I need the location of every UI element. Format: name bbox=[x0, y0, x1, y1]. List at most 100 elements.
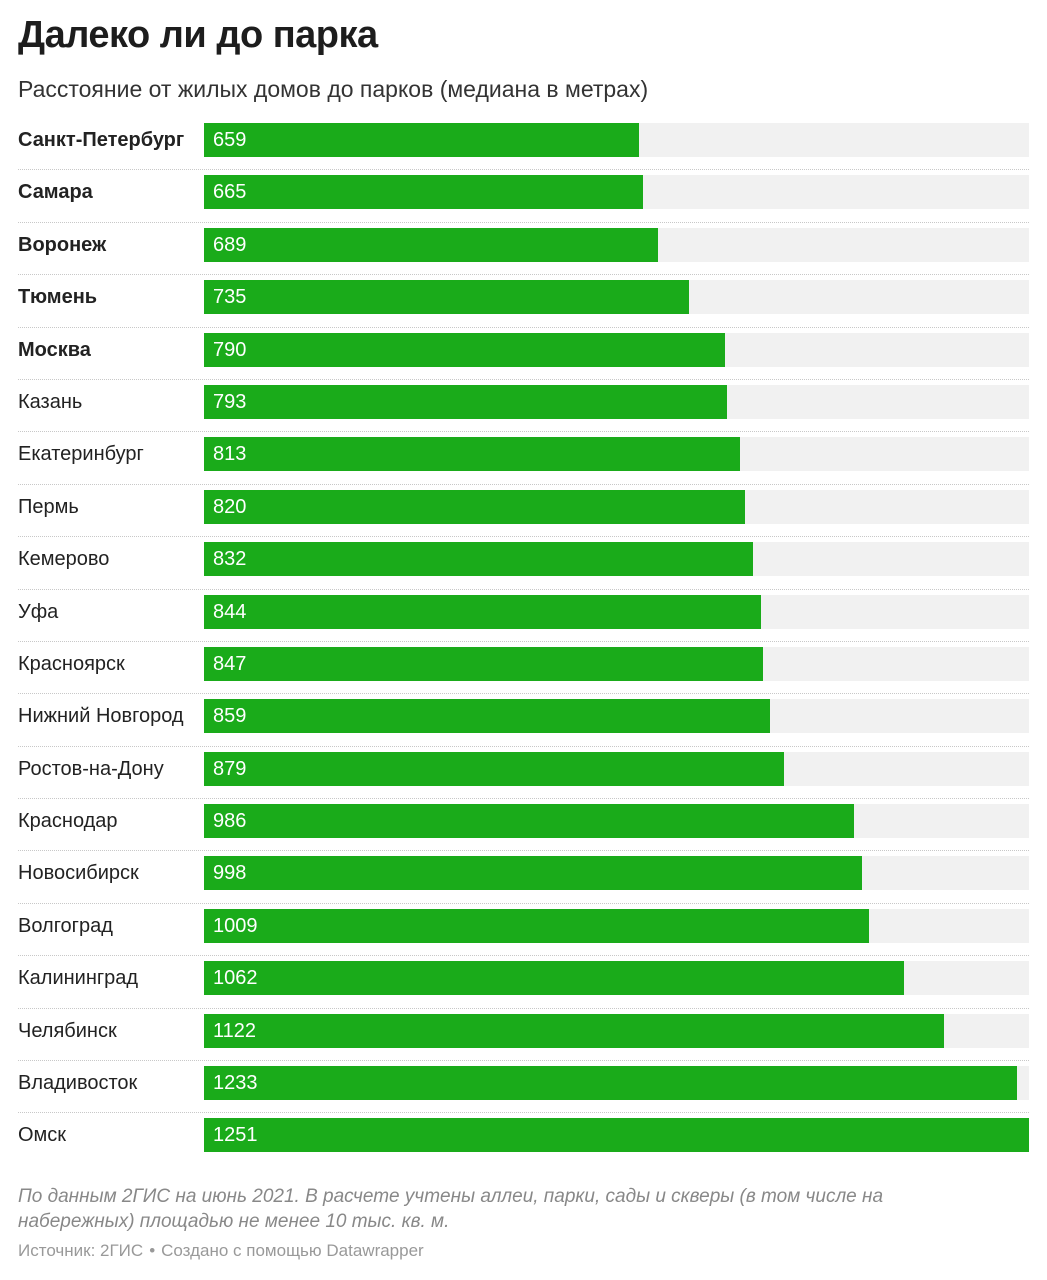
bar-track: 665 bbox=[204, 175, 1029, 210]
category-label: Челябинск bbox=[18, 1019, 117, 1042]
row-divider bbox=[18, 693, 1029, 695]
bar: 1122 bbox=[204, 1013, 944, 1048]
bar-track: 659 bbox=[204, 123, 1029, 157]
chart-row: Екатеринбург 813 bbox=[0, 432, 1047, 485]
value-label: 859 bbox=[213, 705, 247, 728]
value-label: 1251 bbox=[213, 1124, 258, 1147]
bar: 790 bbox=[204, 332, 725, 367]
category-label: Владивосток bbox=[18, 1072, 138, 1095]
bar-track: 847 bbox=[204, 646, 1029, 681]
category-label: Казань bbox=[18, 390, 83, 413]
row-divider bbox=[18, 326, 1029, 328]
row-divider bbox=[18, 955, 1029, 957]
bar: 847 bbox=[204, 646, 763, 681]
value-label: 689 bbox=[213, 233, 247, 256]
bar-track: 844 bbox=[204, 594, 1029, 629]
chart-title: Далеко ли до парка bbox=[18, 14, 378, 56]
chart-row: Красноярск 847 bbox=[0, 642, 1047, 695]
row-divider bbox=[18, 640, 1029, 642]
row-divider bbox=[18, 798, 1029, 800]
row-divider bbox=[18, 378, 1029, 380]
row-divider bbox=[18, 1060, 1029, 1062]
chart-row: Новосибирск 998 bbox=[0, 851, 1047, 904]
chart-row: Самара 665 bbox=[0, 170, 1047, 223]
chart-row: Владивосток 1233 bbox=[0, 1061, 1047, 1114]
bar-track: 813 bbox=[204, 437, 1029, 472]
bar: 689 bbox=[204, 227, 659, 262]
category-label: Калининград bbox=[18, 967, 139, 990]
credit-link[interactable]: Создано с помощью Datawrapper bbox=[161, 1241, 424, 1260]
value-label: 820 bbox=[213, 495, 247, 518]
bar-track: 1062 bbox=[204, 961, 1029, 996]
bar: 879 bbox=[204, 751, 784, 786]
row-divider bbox=[18, 221, 1029, 223]
category-label: Уфа bbox=[18, 600, 59, 623]
category-label: Пермь bbox=[18, 495, 79, 518]
value-label: 1062 bbox=[213, 967, 258, 990]
bar-track: 1122 bbox=[204, 1013, 1029, 1048]
value-label: 813 bbox=[213, 443, 247, 466]
chart-row: Ростов-на-Дону 879 bbox=[0, 747, 1047, 800]
bar-track: 986 bbox=[204, 804, 1029, 839]
bar-track: 790 bbox=[204, 332, 1029, 367]
value-label: 1009 bbox=[213, 914, 258, 937]
value-label: 844 bbox=[213, 600, 247, 623]
bar: 998 bbox=[204, 856, 863, 891]
bar: 1233 bbox=[204, 1066, 1018, 1101]
value-label: 790 bbox=[213, 338, 247, 361]
row-divider bbox=[18, 850, 1029, 852]
chart-row: Казань 793 bbox=[0, 380, 1047, 433]
category-label: Нижний Новгород bbox=[18, 705, 184, 728]
category-label: Екатеринбург bbox=[18, 443, 144, 466]
bar-track: 1009 bbox=[204, 908, 1029, 943]
chart-row: Краснодар 986 bbox=[0, 799, 1047, 852]
bar-track: 820 bbox=[204, 489, 1029, 524]
chart-subtitle: Расстояние от жилых домов до парков (мед… bbox=[18, 76, 649, 102]
value-label: 659 bbox=[213, 129, 247, 151]
row-divider bbox=[18, 431, 1029, 433]
value-label: 986 bbox=[213, 810, 247, 833]
value-label: 665 bbox=[213, 181, 247, 204]
bar: 659 bbox=[204, 123, 639, 157]
value-label: 879 bbox=[213, 757, 247, 780]
category-label: Краснодар bbox=[18, 810, 118, 833]
category-label: Волгоград bbox=[18, 914, 113, 937]
category-label: Санкт-Петербург bbox=[18, 129, 185, 151]
bar: 1062 bbox=[204, 961, 905, 996]
category-label: Воронеж bbox=[18, 233, 107, 256]
category-label: Ростов-на-Дону bbox=[18, 757, 164, 780]
bar-track: 879 bbox=[204, 751, 1029, 786]
category-label: Самара bbox=[18, 181, 93, 204]
chart-row: Пермь 820 bbox=[0, 485, 1047, 538]
bar: 820 bbox=[204, 489, 745, 524]
bar-track: 1251 bbox=[204, 1118, 1029, 1153]
bar-track: 832 bbox=[204, 542, 1029, 577]
category-label: Кемерово bbox=[18, 548, 110, 571]
chart-row: Воронеж 689 bbox=[0, 223, 1047, 276]
bar-track: 859 bbox=[204, 699, 1029, 734]
row-divider bbox=[18, 902, 1029, 904]
bar: 986 bbox=[204, 804, 855, 839]
bar: 1251 bbox=[204, 1118, 1029, 1153]
bar: 813 bbox=[204, 437, 741, 472]
category-label: Омск bbox=[18, 1124, 67, 1147]
row-divider bbox=[18, 169, 1029, 171]
source-text: Источник: 2ГИС bbox=[18, 1241, 144, 1260]
category-label: Москва bbox=[18, 338, 91, 361]
bar: 1009 bbox=[204, 908, 870, 943]
separator-dot: • bbox=[149, 1241, 156, 1260]
row-divider bbox=[18, 1112, 1029, 1114]
bar: 665 bbox=[204, 175, 643, 210]
bar-track: 1233 bbox=[204, 1066, 1029, 1101]
bar: 735 bbox=[204, 280, 689, 315]
bar-chart: Санкт-Петербург 659 Самара 665 Воронеж 689 Тюм… bbox=[0, 118, 1047, 1166]
bar-track: 998 bbox=[204, 856, 1029, 891]
category-label: Тюмень bbox=[18, 286, 98, 309]
row-divider bbox=[18, 536, 1029, 538]
value-label: 832 bbox=[213, 548, 247, 571]
value-label: 1233 bbox=[213, 1072, 258, 1095]
value-label: 793 bbox=[213, 390, 247, 413]
category-label: Новосибирск bbox=[18, 862, 139, 885]
row-divider bbox=[18, 1007, 1029, 1009]
bar: 793 bbox=[204, 384, 727, 419]
